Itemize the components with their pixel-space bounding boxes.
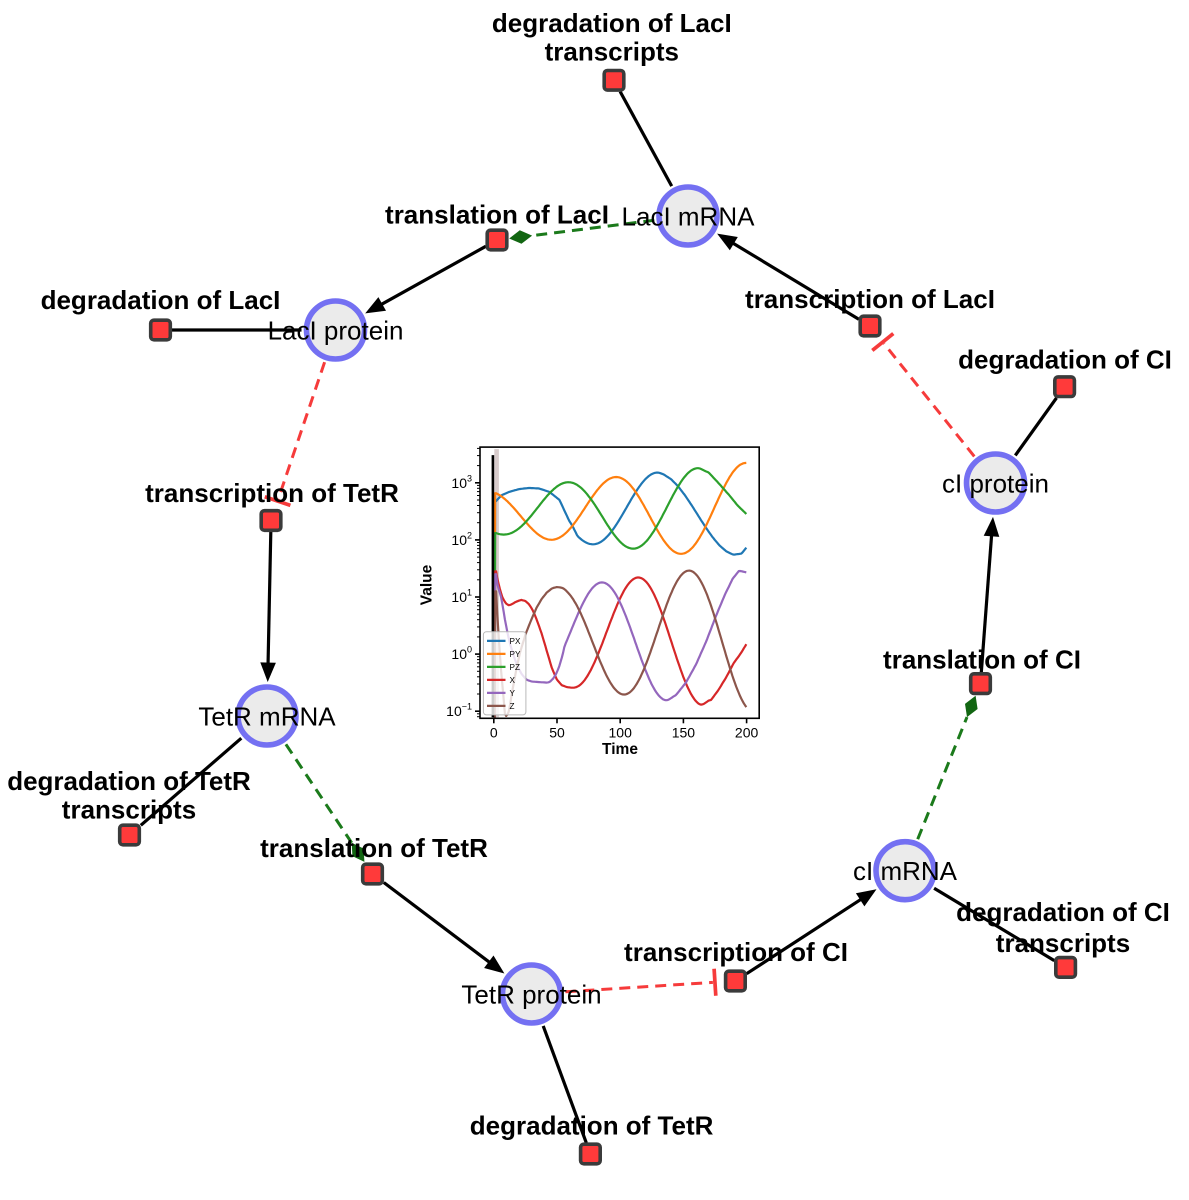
svg-text:150: 150	[672, 725, 696, 741]
svg-text:TetR mRNA: TetR mRNA	[198, 702, 336, 732]
svg-text:transcription of CI: transcription of CI	[624, 937, 848, 967]
svg-text:100: 100	[451, 645, 472, 663]
svg-text:0: 0	[490, 725, 498, 741]
svg-text:Time: Time	[602, 741, 638, 758]
svg-text:transcripts: transcripts	[62, 795, 196, 825]
svg-text:transcripts: transcripts	[545, 37, 679, 67]
svg-text:transcription of LacI: transcription of LacI	[745, 284, 995, 314]
svg-text:50: 50	[549, 725, 565, 741]
svg-text:PZ: PZ	[510, 663, 520, 672]
svg-text:transcripts: transcripts	[996, 928, 1130, 958]
svg-text:LacI mRNA: LacI mRNA	[622, 202, 756, 232]
svg-text:degradation of LacI: degradation of LacI	[41, 285, 281, 315]
svg-text:PY: PY	[510, 650, 521, 659]
svg-text:Value: Value	[419, 564, 436, 605]
svg-text:PX: PX	[510, 637, 521, 646]
svg-text:X: X	[510, 676, 516, 685]
svg-text:102: 102	[451, 530, 472, 548]
svg-text:degradation of LacI: degradation of LacI	[492, 8, 732, 38]
svg-text:Y: Y	[510, 689, 516, 698]
svg-text:TetR protein: TetR protein	[461, 980, 601, 1010]
svg-text:cI mRNA: cI mRNA	[853, 856, 958, 886]
svg-text:translation of CI: translation of CI	[883, 644, 1081, 674]
svg-text:103: 103	[451, 473, 472, 491]
svg-text:degradation of CI: degradation of CI	[956, 897, 1170, 927]
svg-text:degradation of CI: degradation of CI	[958, 345, 1172, 375]
svg-text:100: 100	[609, 725, 633, 741]
svg-text:LacI protein: LacI protein	[268, 316, 404, 346]
svg-text:translation of LacI: translation of LacI	[385, 200, 609, 230]
svg-text:101: 101	[451, 588, 472, 606]
svg-text:translation of TetR: translation of TetR	[260, 833, 488, 863]
svg-text:degradation of TetR: degradation of TetR	[470, 1111, 714, 1141]
svg-text:200: 200	[735, 725, 759, 741]
svg-text:degradation of TetR: degradation of TetR	[7, 766, 251, 796]
svg-text:Z: Z	[510, 702, 515, 711]
svg-text:transcription of TetR: transcription of TetR	[145, 478, 399, 508]
svg-text:cI protein: cI protein	[942, 469, 1049, 499]
